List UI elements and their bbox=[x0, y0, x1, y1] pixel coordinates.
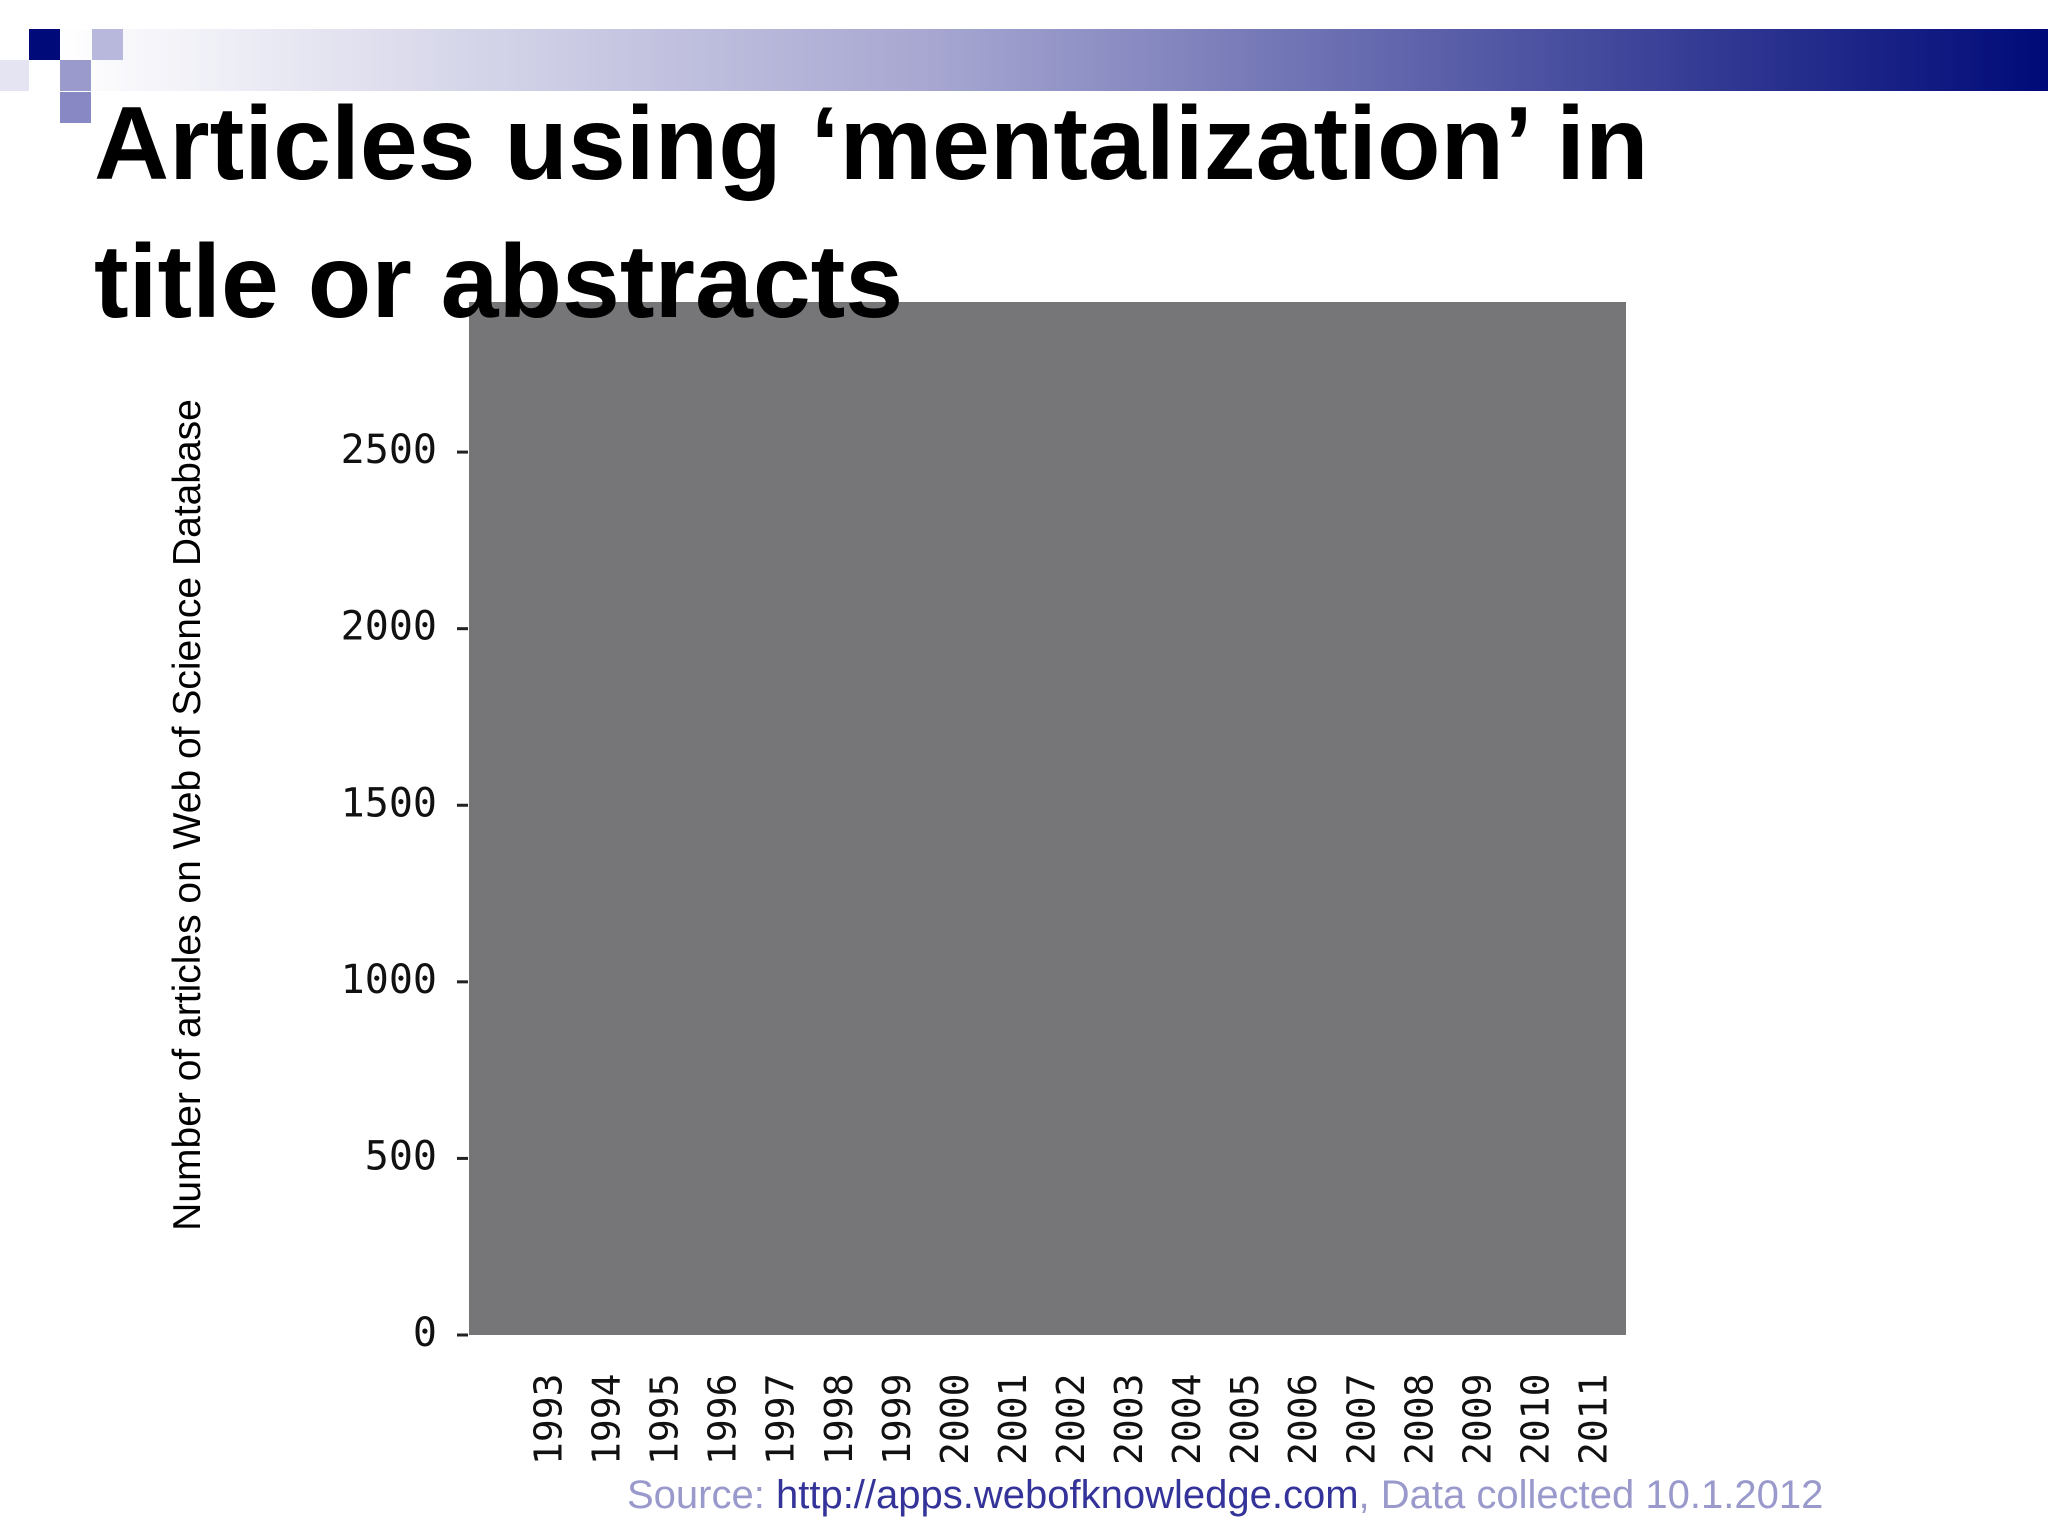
chart-title: title or abstracts bbox=[94, 224, 903, 340]
deco-square bbox=[60, 60, 91, 91]
y-tick-label: 0 bbox=[413, 1310, 437, 1356]
source-suffix: , Data collected 10.1.2012 bbox=[1359, 1473, 1824, 1517]
x-tick-label: 1994 bbox=[585, 1373, 629, 1465]
x-tick-label: 2011 bbox=[1572, 1373, 1616, 1465]
x-tick-label: 2010 bbox=[1513, 1373, 1557, 1465]
deco-square bbox=[92, 29, 123, 60]
source-note: Source: http://apps.webofknowledge.com, … bbox=[627, 1473, 1823, 1517]
x-tick-label: 2005 bbox=[1223, 1373, 1267, 1465]
x-tick-label: 2009 bbox=[1455, 1373, 1499, 1465]
x-tick-label: 2007 bbox=[1339, 1373, 1383, 1465]
x-tick-label: 1996 bbox=[701, 1373, 745, 1465]
x-tick-label: 2003 bbox=[1107, 1373, 1151, 1465]
source-prefix: Source: bbox=[627, 1473, 776, 1517]
y-tick-label: 1500 bbox=[341, 780, 437, 826]
x-tick-label: 1997 bbox=[759, 1373, 803, 1465]
deco-square bbox=[60, 92, 91, 123]
y-tick-label: 500 bbox=[365, 1133, 437, 1179]
x-tick-label: 1993 bbox=[527, 1373, 571, 1465]
x-tick-label: 1995 bbox=[643, 1373, 687, 1465]
x-tick-label: 2001 bbox=[991, 1373, 1035, 1465]
header-bar bbox=[60, 29, 2048, 91]
x-tick-label: 2002 bbox=[1049, 1373, 1093, 1465]
y-tick-label: 2500 bbox=[341, 427, 437, 473]
deco-square bbox=[29, 29, 60, 60]
source-link[interactable]: http://apps.webofknowledge.com bbox=[776, 1473, 1359, 1517]
x-tick-label: 2008 bbox=[1397, 1373, 1441, 1465]
deco-square bbox=[0, 60, 29, 91]
plot-area bbox=[469, 302, 1626, 1335]
x-tick-label: 1998 bbox=[817, 1373, 861, 1465]
x-tick-label: 2006 bbox=[1281, 1373, 1325, 1465]
x-tick-label: 1999 bbox=[875, 1373, 919, 1465]
y-tick-label: 1000 bbox=[341, 957, 437, 1003]
x-tick-label: 2004 bbox=[1165, 1373, 1209, 1465]
y-tick-label: 2000 bbox=[341, 604, 437, 650]
chart-title: Articles using ‘mentalization’ in bbox=[94, 86, 1649, 202]
x-tick-label: 2000 bbox=[933, 1373, 977, 1465]
y-axis-label: Number of articles on Web of Science Dat… bbox=[166, 399, 209, 1231]
